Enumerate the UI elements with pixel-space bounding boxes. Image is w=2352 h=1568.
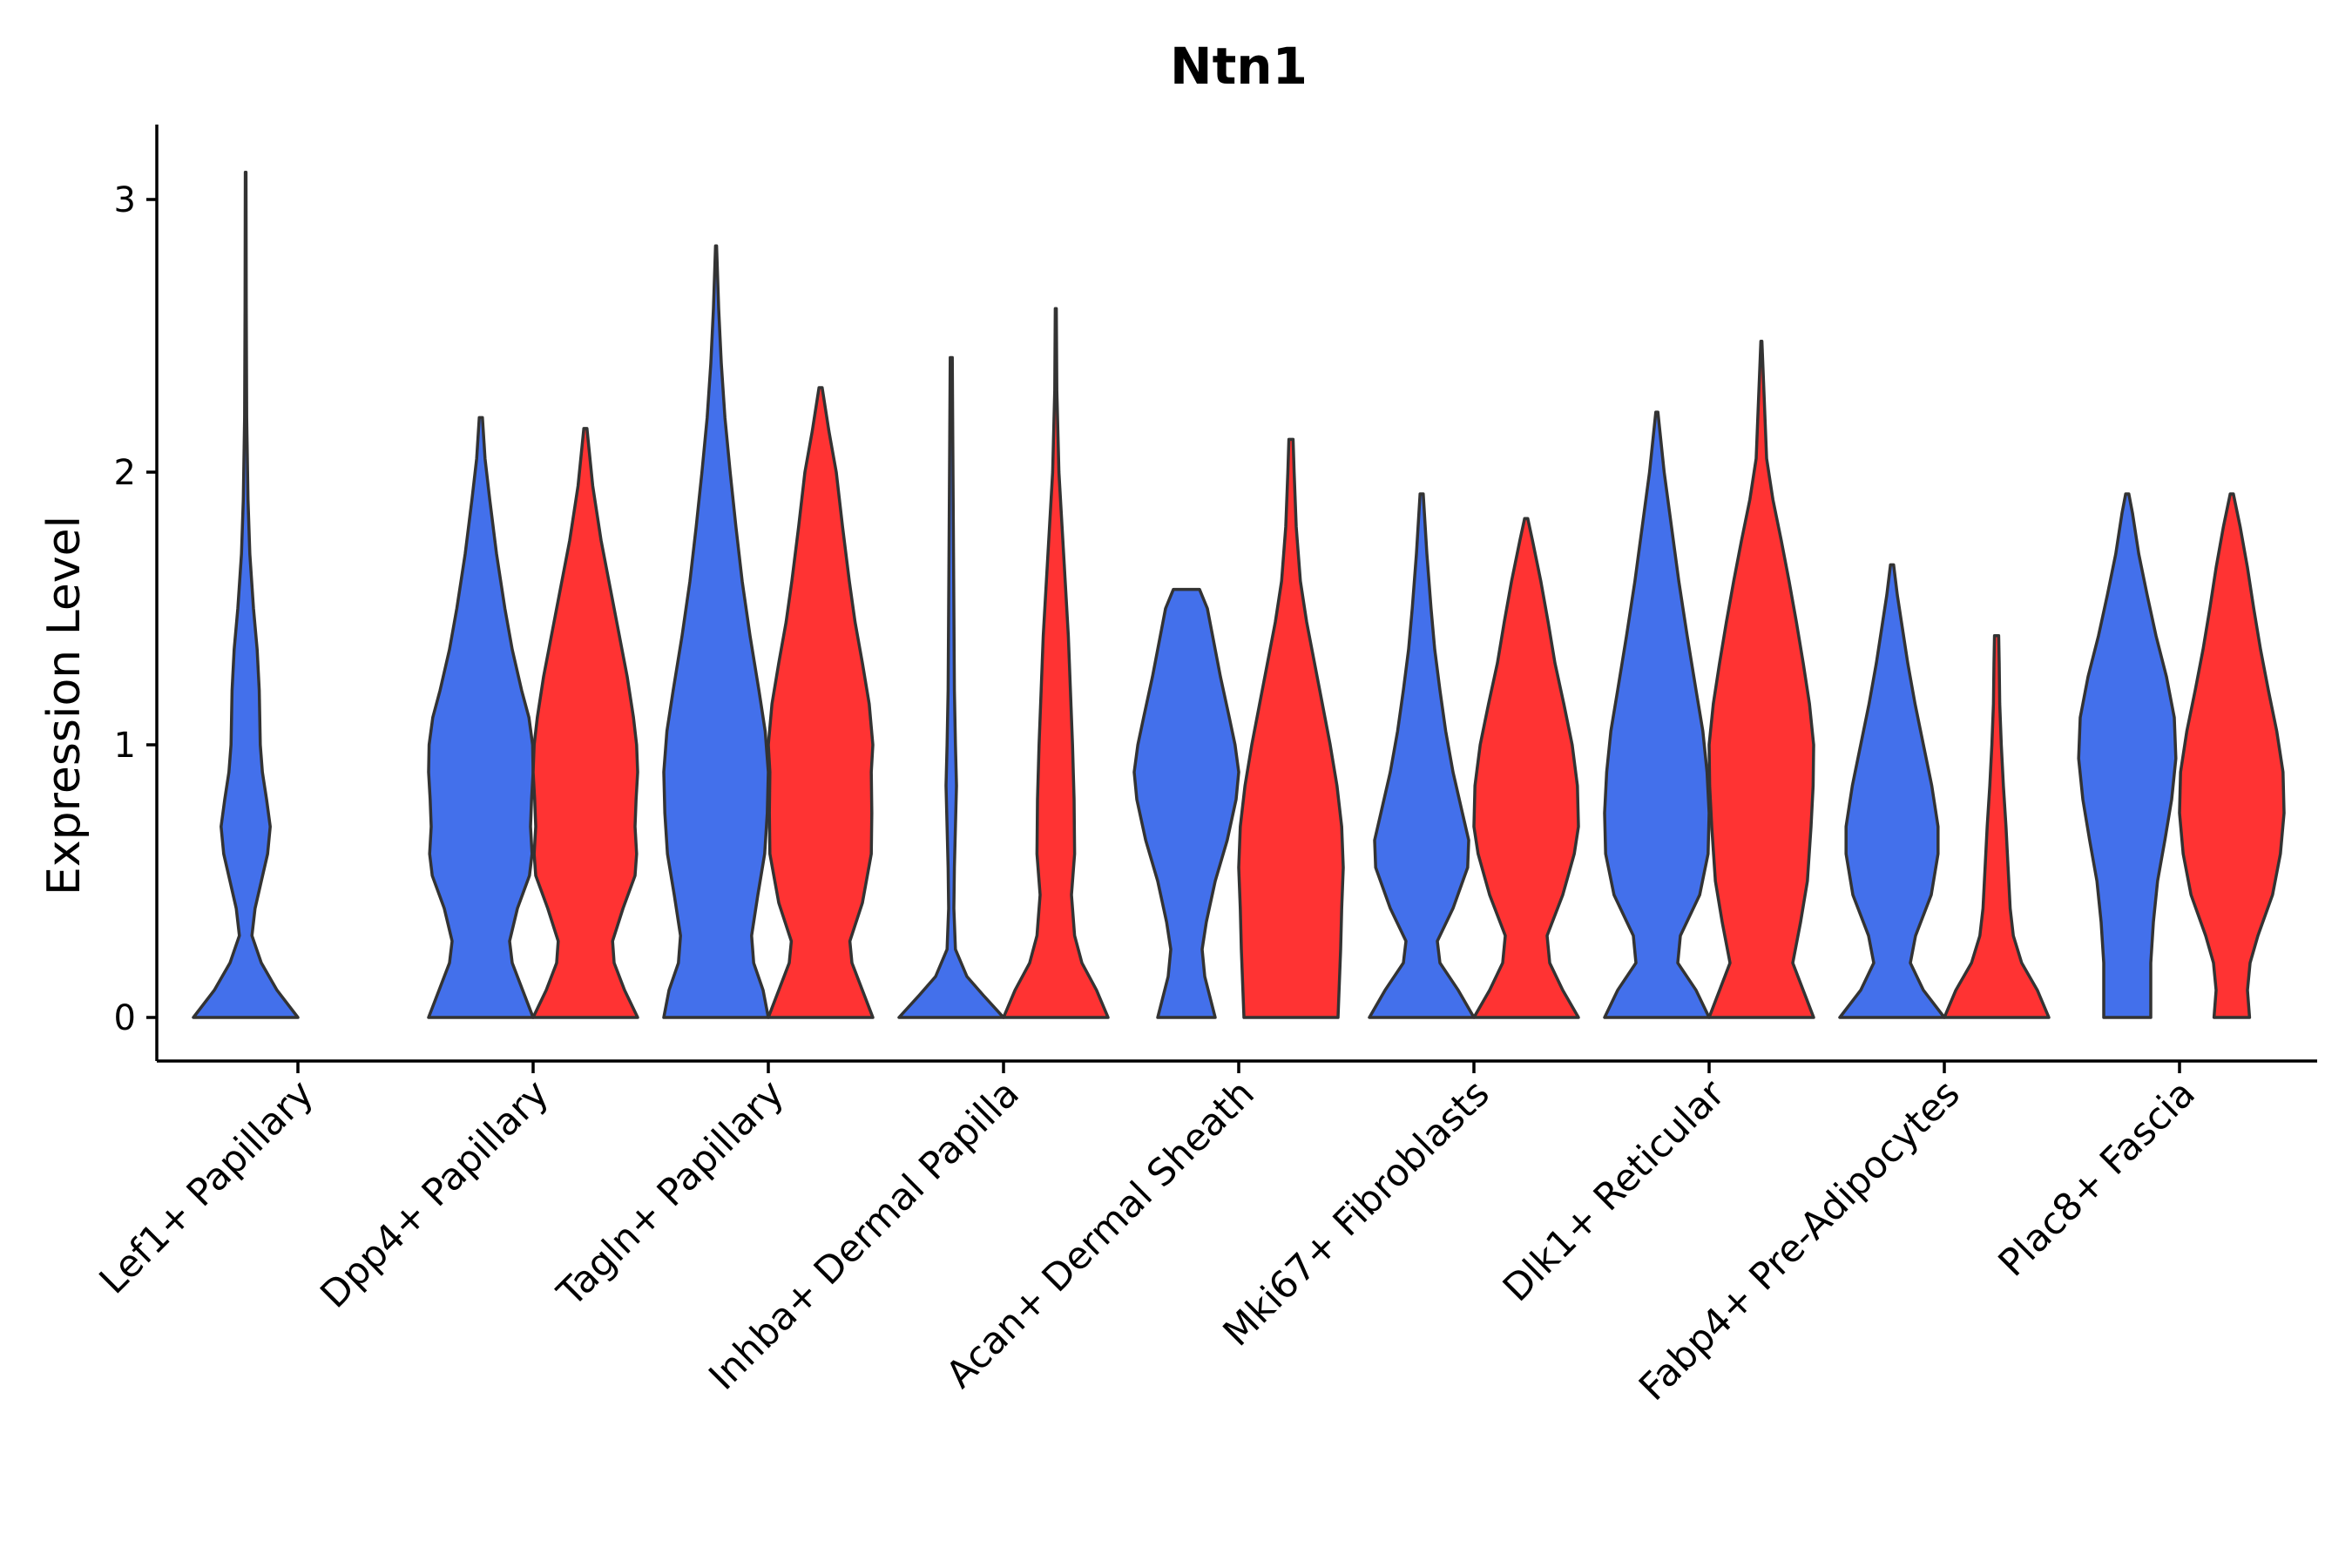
violin-tagln-papillary-blue [662, 244, 770, 1019]
x-tick-label: Tagln+ Papillary [549, 1071, 793, 1315]
violin-plac8-fascia-blue [2077, 492, 2178, 1019]
violin-dpp4-papillary-blue [427, 416, 535, 1019]
chart-title: Ntn1 [1170, 37, 1308, 96]
x-tick-label: Mki67+ Fibroblasts [1215, 1071, 1498, 1355]
y-tick-label: 0 [114, 998, 136, 1038]
y-tick-label: 3 [114, 180, 136, 220]
violin-dpp4-papillary-red [531, 427, 639, 1019]
violin-inhba-dermal-papilla-red [1002, 307, 1110, 1019]
violin-mki67-fibroblasts-blue [1368, 492, 1476, 1019]
x-tick-label: Plac8+ Fascia [1990, 1071, 2204, 1285]
y-tick-label: 2 [114, 453, 136, 493]
violin-acan-dermal-sheath-blue [1132, 587, 1240, 1019]
x-tick-label: Dlk1+ Reticular [1495, 1071, 1734, 1310]
violin-lef1-papillary-blue [192, 170, 300, 1019]
violin-plac8-fascia-red [2178, 492, 2286, 1019]
violin-tagln-papillary-red [767, 386, 875, 1019]
violin-mki67-fibroblasts-red [1472, 517, 1580, 1019]
x-tick-label: Dpp4+ Papillary [313, 1071, 558, 1316]
violin-fabp4-pre-adipocytes-red [1943, 634, 2051, 1019]
x-tick-label: Lef1+ Papillary [91, 1071, 322, 1302]
violin-acan-dermal-sheath-red [1237, 437, 1345, 1019]
violin-inhba-dermal-papilla-blue [897, 355, 1005, 1019]
violin-fabp4-pre-adipocytes-blue [1838, 563, 1946, 1019]
violin-dlk1-reticular-blue [1603, 410, 1711, 1019]
y-axis-label: Expression Level [38, 516, 91, 896]
y-tick-label: 1 [114, 726, 136, 766]
violins-layer [192, 170, 2286, 1019]
violin-dlk1-reticular-red [1707, 340, 1815, 1019]
